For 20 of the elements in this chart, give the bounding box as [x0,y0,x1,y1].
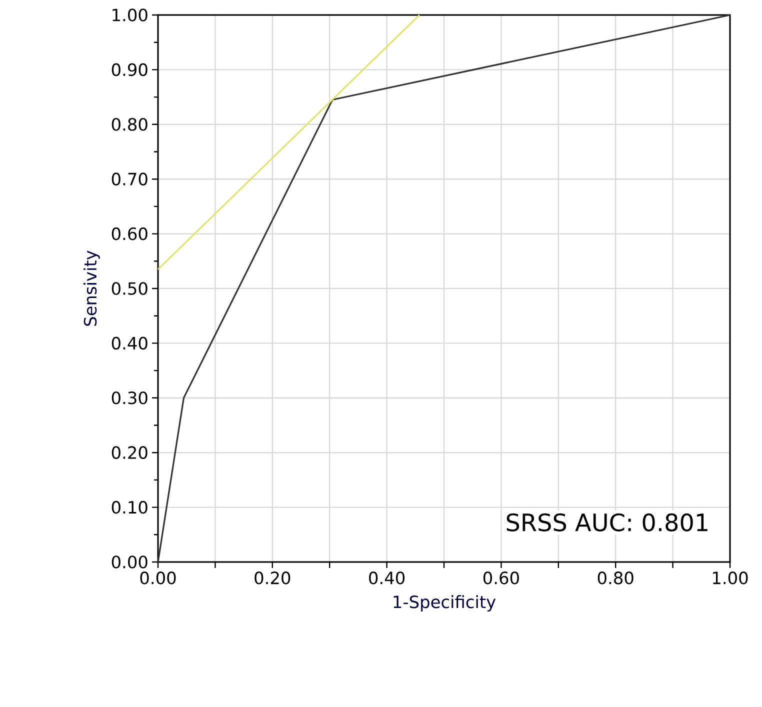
y-tick-label: 0.30 [112,391,148,404]
y-tick-label: 0.00 [112,556,148,568]
y-tick-label: 0.40 [112,336,148,350]
x-axis-title: 1-Specificity [394,595,496,612]
y-tick-label: 0.60 [112,227,148,240]
x-tick-label: 1.00 [713,572,748,584]
x-tick-label: 0.20 [254,572,290,584]
y-tick-label: 0.80 [112,118,148,131]
x-tick-label: 0.00 [140,572,176,584]
y-axis-title: Sensivity [84,250,100,326]
y-tick-label: 0.70 [112,172,148,186]
annotation: SRSS AUC: 0.801 [506,513,708,532]
y-tick-label: 0.10 [112,500,148,514]
x-tick-label: 0.80 [598,572,634,584]
y-tick-label: 0.50 [112,282,148,295]
y-tick-label: 0.20 [112,446,148,459]
y-tick-label: 1.00 [112,8,148,22]
x-tick-label: 0.60 [483,572,519,584]
x-tick-label: 0.40 [369,572,405,584]
y-tick-label: 0.90 [112,63,148,76]
